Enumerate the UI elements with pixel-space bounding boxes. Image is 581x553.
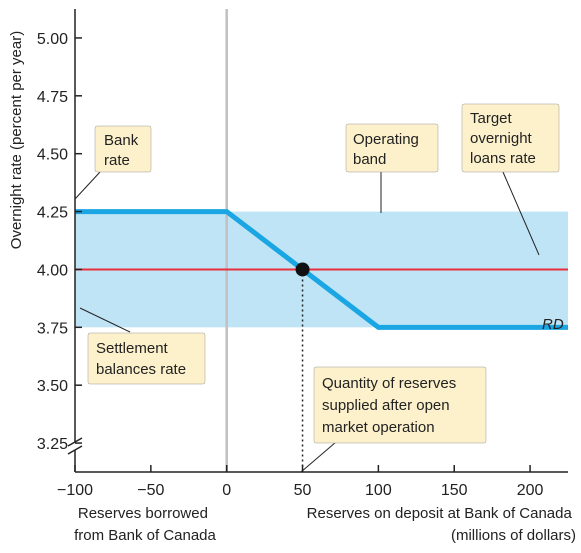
y-tick-label: 3.50 <box>37 378 68 395</box>
quantity-callout: Quantity of reserves supplied after open… <box>301 367 486 472</box>
x-tick-label: 100 <box>365 482 392 499</box>
y-tick-label: 4.00 <box>37 262 68 279</box>
y-tick-label: 5.00 <box>37 31 68 48</box>
y-tick-label: 4.25 <box>37 205 68 222</box>
bank-rate-callout: Bank rate <box>75 126 151 199</box>
y-axis-label: Overnight rate (percent per year) <box>8 31 25 249</box>
operating-band-callout: Operating band <box>346 124 438 213</box>
y-tick-label: 3.75 <box>37 320 68 337</box>
equilibrium-point <box>296 262 310 276</box>
y-tick-label: 4.50 <box>37 147 68 164</box>
x-tick-label: −100 <box>57 482 93 499</box>
x-axis-label-right: Reserves on deposit at Bank of Canada (m… <box>307 505 576 544</box>
x-axis-label-left: Reserves borrowed from Bank of Canada <box>74 505 216 544</box>
bank-rate-pointer <box>75 172 100 199</box>
x-ticks: −100 −50 0 50 100 150 200 <box>57 465 544 499</box>
x-tick-label: −50 <box>137 482 164 499</box>
rd-series-label: RD <box>542 316 564 333</box>
x-tick-label: 200 <box>517 482 544 499</box>
quantity-pointer <box>301 442 336 472</box>
x-tick-label: 50 <box>294 482 312 499</box>
y-tick-label: 3.25 <box>37 436 68 453</box>
y-tick-label: 4.75 <box>37 89 68 106</box>
x-tick-label: 0 <box>222 482 231 499</box>
x-tick-label: 150 <box>441 482 468 499</box>
